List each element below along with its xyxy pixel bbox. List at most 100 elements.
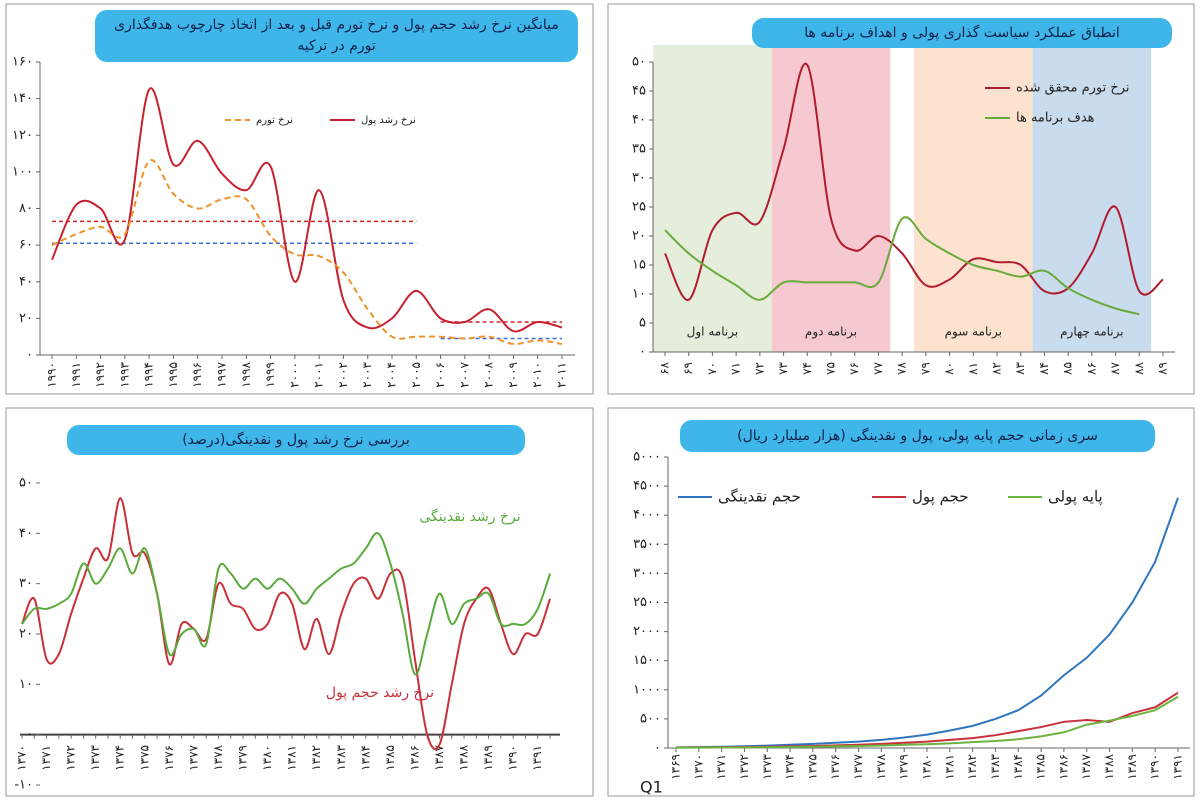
x-tick-label: ۲۰۱۰: [530, 362, 544, 388]
x-tick-label: ۱۹۹۶: [190, 362, 204, 388]
series-label: نرخ رشد حجم پول: [326, 685, 434, 701]
y-tick-label: ۵۰۰: [640, 711, 661, 726]
y-tick-label: ۵۰: [632, 55, 646, 70]
y-tick-label: -۱۰: [14, 778, 33, 793]
x-tick-label: ۱۳۷۱: [39, 745, 53, 771]
y-tick-label: ۰: [26, 348, 33, 363]
x-tick-label: ۱۳۸۳: [334, 744, 348, 770]
y-tick-label: ۴۵۰۰: [633, 479, 661, 494]
program-band: [914, 45, 1033, 352]
y-tick-label: ۵: [639, 316, 646, 331]
x-tick-label: ۱۳۷۲: [737, 754, 751, 780]
x-tick-label: ۱۳۷۱: [714, 754, 728, 780]
x-tick-label: ۱۳۷۲: [64, 745, 78, 771]
x-tick-label: ۱۳۷۸: [874, 753, 888, 779]
y-tick-label: ۱۶۰: [12, 55, 33, 70]
x-tick-label: ۱۳۸۶: [1056, 754, 1070, 780]
x-tick-label: ۷۴: [800, 362, 814, 375]
x-tick-label: ۱۹۹۹: [263, 362, 277, 388]
x-tick-label: ۸۶: [1084, 362, 1098, 375]
x-tick-label: ۸۳: [1013, 361, 1027, 374]
y-tick-label: ۴۰۰۰: [633, 508, 661, 523]
legend-label: حجم نقدینگی: [718, 488, 801, 506]
x-tick-label: ۲۰۰۰: [287, 362, 301, 388]
x-tick-label: ۱۳۸۵: [1034, 754, 1048, 780]
x-tick-label: ۱۳۹۱: [530, 745, 544, 771]
panel: [5, 407, 594, 797]
x-tick-label: ۲۰۰۸: [482, 361, 496, 387]
band-label: برنامه دوم: [805, 325, 857, 340]
x-tick-label: ۶۸: [658, 361, 672, 374]
y-tick-label: ۱۰۰۰: [633, 682, 661, 697]
x-tick-label: ۷۰: [705, 362, 719, 375]
x-tick-label: ۷۶: [847, 362, 861, 375]
x-tick-label: ۱۳۸۴: [358, 745, 372, 771]
y-tick-label: ۰: [639, 345, 646, 360]
x-tick-label: ۸۹: [1156, 362, 1170, 375]
legend-label: پایه پولی: [1048, 488, 1103, 507]
x-tick-label: ۲۰۱۱: [555, 362, 569, 388]
series-label: نرخ رشد نقدینگی: [419, 508, 520, 525]
x-tick-label: ۱۳۷۴: [783, 754, 797, 780]
y-tick-label: ۳۰۰۰: [633, 566, 661, 581]
x-tick-label: ۱۳۷۷: [851, 753, 865, 779]
panel: [607, 407, 1195, 797]
y-tick-label: ۰: [26, 727, 33, 742]
x-tick-label: ۸۲: [990, 362, 1004, 375]
series-line: [664, 62, 1164, 301]
chart-title: بررسی نرخ رشد پول و نقدینگی(درصد): [67, 425, 525, 455]
x-tick-label: ۷۲: [752, 362, 766, 375]
x-tick-label: ۱۹۹۰: [45, 362, 59, 388]
y-tick-label: ۳۵۰۰: [633, 537, 661, 552]
x-tick-label: ۲۰۰۵: [409, 362, 423, 388]
y-tick-label: ۱۰۰: [12, 164, 33, 179]
x-tick-label: ۱۳۷۵: [805, 754, 819, 780]
y-tick-label: ۱۲۰: [12, 128, 33, 143]
y-tick-label: ۱۰: [632, 287, 646, 302]
y-tick-label: ۱۵۰۰: [633, 653, 661, 668]
x-tick-label: ۱۳۷۸: [211, 744, 225, 770]
x-tick-label: ۱۳۷۷: [186, 744, 200, 770]
x-tick-label: ۱۳۸۴: [1011, 754, 1025, 780]
band-label: برنامه اول: [687, 325, 738, 340]
x-tick-label: ۲۰۰۳: [360, 361, 374, 387]
chart-title: سری زمانی حجم پایه پولی، پول و نقدینگی (…: [680, 420, 1155, 452]
x-tick-label: ۸۰: [942, 362, 956, 375]
y-tick-label: ۲۵: [632, 200, 646, 215]
x-tick-label: ۷۸: [895, 361, 909, 374]
y-tick-label: ۰: [654, 741, 661, 756]
legend-label: حجم پول: [912, 488, 969, 507]
x-tick-label: ۸۴: [1037, 362, 1051, 375]
x-tick-label: ۱۳۸۰: [920, 754, 934, 780]
x-tick-label: ۱۳۸۱: [285, 745, 299, 771]
x-tick-label: ۱۳۸۹: [1125, 754, 1139, 780]
band-label: برنامه چهارم: [1060, 325, 1123, 340]
chart-title: میانگین نرخ رشد حجم پول و نرخ تورم قبل و…: [95, 10, 578, 62]
x-tick-label: ۱۳۷۰: [691, 754, 705, 780]
x-tick-label: ۱۳۷۹: [236, 745, 250, 771]
x-tick-label: ۱۳۸۷: [432, 744, 446, 770]
x-tick-label: ۱۳۹۰: [506, 745, 520, 771]
y-tick-label: ۸۰: [19, 201, 33, 216]
y-tick-label: ۱۵: [632, 258, 646, 273]
x-tick-label: ۷۵: [824, 362, 838, 375]
legend-label: نرخ تورم محقق شده: [1016, 81, 1130, 96]
x-tick-label: ۲۰۰۹: [506, 362, 520, 388]
y-tick-label: ۳۰: [19, 576, 33, 591]
x-tick-label: ۱۹۹۲: [93, 362, 107, 388]
x-tick-label: ۱۹۹۵: [166, 362, 180, 388]
x-tick-label: ۱۹۹۳: [117, 361, 131, 387]
x-tick-label: ۱۳۸۶: [407, 745, 421, 771]
x-tick-label: ۱۹۹۸: [239, 361, 253, 387]
x-tick-label: ۷۹: [918, 362, 932, 375]
y-tick-label: ۴۰: [19, 526, 33, 541]
legend-label: نرخ رشد پول: [361, 115, 416, 126]
y-tick-label: ۴۵: [632, 84, 646, 99]
x-tick-label: ۱۳۷۶: [828, 754, 842, 780]
x-tick-label: ۱۳۸۲: [965, 754, 979, 780]
program-band: [771, 45, 891, 352]
x-tick-label: ۱۳۷۴: [113, 745, 127, 771]
x-tick-label: ۱۳۸۵: [383, 745, 397, 771]
x-tick-label: ۱۳۷۳: [88, 744, 102, 770]
